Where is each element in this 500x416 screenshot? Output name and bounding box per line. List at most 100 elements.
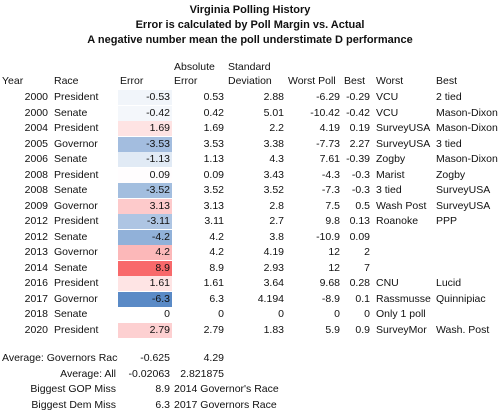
cell: 2008 [24, 168, 48, 181]
summary-value: 4.29 [203, 352, 224, 364]
summary-value: 2.821875 [180, 367, 224, 380]
cell: 9.68 [319, 277, 340, 289]
cell: 2013 [24, 246, 48, 258]
cell: -10.42 [310, 106, 340, 119]
cell: Mason-Dixon [436, 122, 498, 134]
cell: 2005 [24, 137, 48, 150]
cell: President [54, 122, 99, 134]
cell: 3.8 [269, 230, 284, 243]
cell: President [54, 323, 99, 336]
cell: 3 tied [436, 137, 462, 150]
cell: 4.2 [209, 246, 224, 258]
summary-label: Biggest GOP Miss [30, 383, 116, 395]
cell: 0 [334, 308, 340, 320]
cell: 0.09 [349, 230, 370, 243]
error-cell: 1.69 [118, 121, 172, 136]
column-header: Best [436, 75, 458, 87]
cell: 2.88 [263, 91, 284, 103]
cell: 2012 [24, 230, 48, 243]
cell: 12 [328, 261, 340, 274]
cell: 0 [364, 308, 370, 320]
cell: 4.2 [209, 230, 224, 243]
column-header: Worst Poll [288, 75, 336, 87]
cell: -8.9 [321, 292, 340, 305]
column-header: Worst [376, 75, 404, 87]
cell: 0 [278, 308, 284, 320]
cell: 3.52 [263, 184, 284, 196]
error-cell: -3.11 [118, 214, 172, 229]
summary-value: -0.625 [140, 352, 170, 364]
error-cell: 8.9 [118, 260, 172, 276]
cell: 3.53 [203, 137, 224, 150]
cell: Zogby [376, 153, 406, 165]
cell: 2 [364, 246, 370, 258]
summary-label: Biggest Dem Miss [31, 398, 116, 411]
cell: Senate [54, 153, 88, 165]
cell: 3.64 [263, 277, 284, 289]
cell: 7.61 [319, 153, 340, 165]
cell: Roanoke [376, 215, 419, 227]
cell: 2004 [24, 122, 48, 134]
cell: 8.9 [209, 261, 224, 274]
cell: 0.19 [349, 122, 370, 134]
cell: 0 [218, 308, 224, 320]
cell: Wash Post [376, 199, 427, 212]
cell: Senate [54, 106, 88, 119]
cell: 0.09 [203, 168, 224, 181]
cell: 2.27 [349, 137, 370, 150]
cell: 4.19 [319, 122, 340, 134]
column-header: Year [2, 75, 24, 87]
cell: SurveyUSA [376, 137, 431, 150]
cell: SurveyUSA [436, 199, 491, 212]
cell: 0.1 [355, 292, 370, 305]
error-cell: 4.2 [118, 245, 172, 260]
cell: 3.43 [263, 168, 284, 181]
cell: 3.38 [263, 137, 284, 150]
cell: VCU [376, 106, 399, 119]
cell: 7 [364, 261, 370, 274]
error-cell: -6.3 [118, 291, 172, 307]
cell: -7.73 [316, 137, 340, 150]
cell: Quinnipiac [436, 292, 486, 305]
cell: Senate [54, 184, 88, 196]
cell: -0.29 [346, 91, 370, 103]
cell: President [54, 91, 99, 103]
cell: 0.13 [349, 215, 370, 227]
cell: 2.8 [269, 199, 284, 212]
cell: 3.52 [203, 184, 224, 196]
error-cell: -3.53 [118, 136, 172, 152]
cell: 2012 [24, 215, 48, 227]
summary-value: -0.02063 [128, 367, 170, 380]
cell: 0.5 [355, 199, 370, 212]
cell: 0.28 [349, 277, 370, 289]
error-cell: 0 [164, 308, 170, 320]
cell: VCU [376, 91, 399, 103]
cell: 0.9 [355, 323, 370, 336]
cell: 3.13 [203, 199, 224, 212]
title-line: Virginia Polling History [189, 4, 311, 16]
summary-value: 8.9 [155, 383, 170, 395]
cell: 4.19 [263, 246, 284, 258]
cell: -0.3 [351, 168, 370, 181]
cell: Governor [54, 246, 98, 258]
cell: 5.01 [263, 106, 284, 119]
cell: 2.2 [269, 122, 284, 134]
cell: 2009 [24, 199, 48, 212]
cell: 3 tied [376, 184, 402, 196]
cell: 0.53 [203, 91, 224, 103]
summary-value: 2014 Governor's Race [174, 383, 279, 395]
cell: 12 [328, 246, 340, 258]
cell: 2000 [24, 106, 48, 119]
cell: Governor [54, 199, 98, 212]
column-header: Absolute Error [174, 61, 215, 87]
summary-value: 2017 Governors Race [174, 398, 277, 411]
cell: -4.3 [321, 168, 340, 181]
cell: Governor [54, 137, 98, 150]
error-cell: -0.53 [118, 90, 172, 105]
cell: 2 tied [436, 91, 462, 103]
cell: 2.7 [269, 215, 284, 227]
cell: Wash. Post [436, 323, 490, 336]
column-header: Error [120, 75, 144, 87]
cell: 9.8 [325, 215, 340, 227]
cell: Senate [54, 308, 88, 320]
